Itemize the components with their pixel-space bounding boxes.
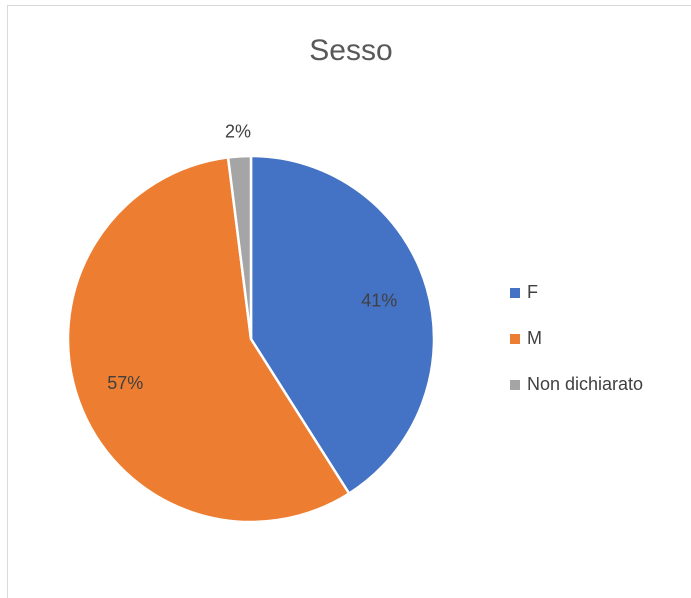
legend-swatch [510,288,520,298]
data-label: 2% [225,121,251,141]
data-label: 41% [361,290,397,310]
pie-slice [66,156,351,524]
legend-swatch [510,380,520,390]
data-label: 57% [107,373,143,393]
legend-label: M [527,328,542,348]
legend-swatch [510,334,520,344]
chart-title: Sesso [309,34,392,67]
legend-label: Non dichiarato [527,374,643,394]
pie-slice [226,154,253,340]
legend-label: F [527,282,538,302]
